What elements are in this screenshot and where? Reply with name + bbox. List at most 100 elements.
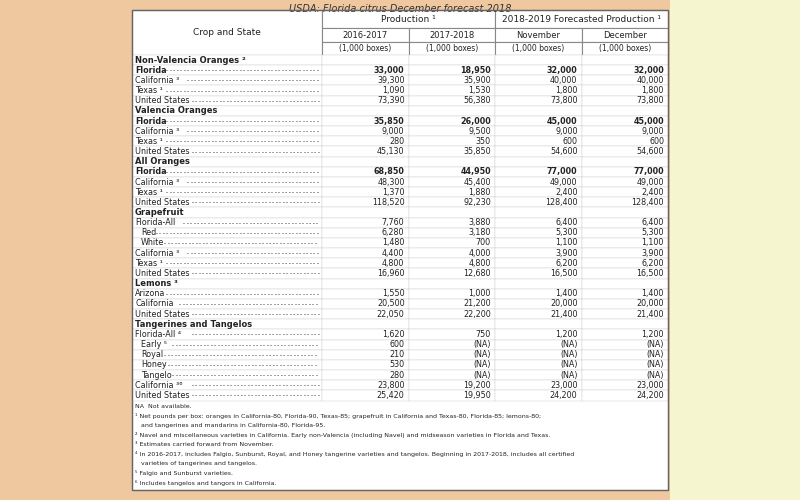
Bar	[322, 167, 409, 177]
Text: 23,000: 23,000	[550, 381, 578, 390]
Bar	[322, 350, 409, 360]
Text: 4,400: 4,400	[382, 248, 405, 258]
Text: 68,850: 68,850	[374, 168, 405, 176]
Bar	[132, 65, 322, 76]
Bar	[582, 42, 668, 55]
Bar	[322, 96, 409, 106]
Text: United States: United States	[135, 269, 190, 278]
Text: 350: 350	[476, 137, 491, 146]
Bar	[322, 309, 409, 319]
Bar	[582, 238, 668, 248]
Text: (NA): (NA)	[560, 370, 578, 380]
Text: 21,200: 21,200	[463, 300, 491, 308]
Bar	[409, 65, 495, 76]
Bar	[409, 360, 495, 370]
Text: 35,900: 35,900	[463, 76, 491, 85]
Text: November: November	[516, 30, 560, 40]
Bar	[582, 65, 668, 76]
Text: (NA): (NA)	[560, 350, 578, 360]
Bar	[132, 268, 322, 278]
Text: Texas ¹: Texas ¹	[135, 259, 163, 268]
Bar	[495, 390, 582, 400]
Bar	[322, 156, 409, 167]
Bar	[132, 228, 322, 238]
Text: 16,500: 16,500	[550, 269, 578, 278]
Bar	[132, 238, 322, 248]
Text: Texas ¹: Texas ¹	[135, 137, 163, 146]
Text: 1,620: 1,620	[382, 330, 405, 339]
Bar	[495, 86, 582, 96]
Text: 280: 280	[390, 370, 405, 380]
Text: 49,000: 49,000	[550, 178, 578, 186]
Bar	[132, 146, 322, 156]
Text: 18,950: 18,950	[460, 66, 491, 74]
Bar	[582, 330, 668, 340]
Bar	[409, 187, 495, 198]
Text: 4,000: 4,000	[469, 248, 491, 258]
Bar	[409, 340, 495, 349]
Text: 750: 750	[476, 330, 491, 339]
Text: 20,000: 20,000	[550, 300, 578, 308]
Bar	[582, 288, 668, 299]
Bar	[322, 299, 409, 309]
Bar	[409, 218, 495, 228]
Bar	[582, 96, 668, 106]
Text: 1,000: 1,000	[469, 290, 491, 298]
Bar	[409, 238, 495, 248]
Bar	[582, 28, 668, 42]
Bar	[582, 167, 668, 177]
Text: 48,300: 48,300	[377, 178, 405, 186]
Text: 35,850: 35,850	[374, 116, 405, 126]
Text: 54,600: 54,600	[637, 147, 664, 156]
Text: 1,800: 1,800	[642, 86, 664, 95]
Text: 2,400: 2,400	[642, 188, 664, 196]
Text: Honey: Honey	[141, 360, 166, 370]
Text: 56,380: 56,380	[463, 96, 491, 105]
Text: 92,230: 92,230	[463, 198, 491, 207]
Text: Production ¹: Production ¹	[381, 14, 436, 24]
Bar	[582, 126, 668, 136]
Bar	[409, 76, 495, 86]
Bar	[322, 340, 409, 349]
Bar	[322, 126, 409, 136]
Text: 7,760: 7,760	[382, 218, 405, 227]
Bar	[132, 136, 322, 146]
Text: ⁴ In 2016-2017, includes Falgio, Sunburst, Royal, and Honey tangerine varieties : ⁴ In 2016-2017, includes Falgio, Sunburs…	[135, 451, 574, 457]
Text: and tangerines and mandarins in California-80, Florida-95.: and tangerines and mandarins in Californ…	[135, 422, 326, 428]
Text: 1,550: 1,550	[382, 290, 405, 298]
Bar	[322, 248, 409, 258]
Bar	[132, 278, 322, 288]
Bar	[495, 248, 582, 258]
Text: 9,500: 9,500	[468, 126, 491, 136]
Text: Early ⁵: Early ⁵	[141, 340, 167, 349]
Text: (1,000 boxes): (1,000 boxes)	[339, 44, 391, 53]
Bar	[409, 248, 495, 258]
Text: 26,000: 26,000	[460, 116, 491, 126]
Text: USDA: Florida citrus December forecast 2018: USDA: Florida citrus December forecast 2…	[289, 4, 511, 14]
Text: 1,530: 1,530	[469, 86, 491, 95]
Text: 1,400: 1,400	[555, 290, 578, 298]
Bar	[322, 319, 409, 330]
Text: 54,600: 54,600	[550, 147, 578, 156]
Bar	[132, 10, 668, 490]
Bar	[582, 319, 668, 330]
Text: (NA): (NA)	[474, 360, 491, 370]
Text: Florida-All ⁴: Florida-All ⁴	[135, 330, 181, 339]
Bar	[409, 126, 495, 136]
Text: 210: 210	[390, 350, 405, 360]
Bar	[322, 258, 409, 268]
Bar	[409, 370, 495, 380]
Bar	[582, 198, 668, 207]
Bar	[132, 380, 322, 390]
Text: ⁶ Includes tangelos and tangors in California.: ⁶ Includes tangelos and tangors in Calif…	[135, 480, 277, 486]
Text: 35,850: 35,850	[463, 147, 491, 156]
Bar	[132, 350, 322, 360]
Text: ³ Estimates carried forward from November.: ³ Estimates carried forward from Novembe…	[135, 442, 274, 446]
Bar	[322, 42, 409, 55]
Text: 45,000: 45,000	[634, 116, 664, 126]
Text: 2016-2017: 2016-2017	[342, 30, 388, 40]
Bar	[409, 156, 495, 167]
Text: 9,000: 9,000	[555, 126, 578, 136]
Text: 530: 530	[390, 360, 405, 370]
Text: 22,050: 22,050	[377, 310, 405, 318]
